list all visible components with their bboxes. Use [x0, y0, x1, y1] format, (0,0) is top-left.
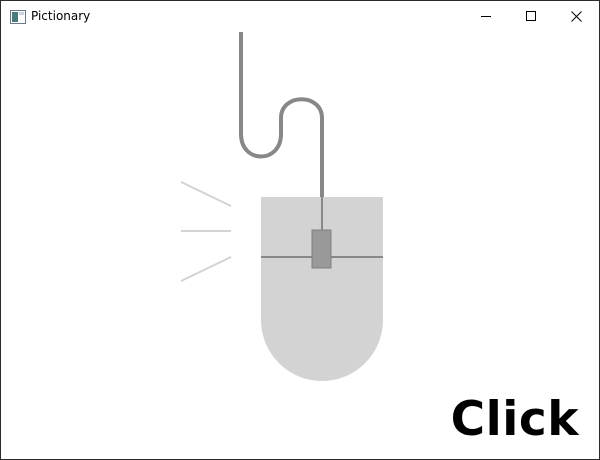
maximize-icon: [526, 11, 536, 21]
drawing-canvas: Click: [1, 31, 599, 459]
click-line-bottom: [180, 256, 232, 282]
close-button[interactable]: [553, 1, 599, 31]
mouse-icon: [261, 197, 383, 381]
window-title: Pictionary: [31, 9, 91, 23]
app-window-icon: [10, 9, 26, 24]
scroll-wheel: [311, 229, 332, 269]
minimize-button[interactable]: [463, 1, 509, 31]
mouse-cord: [239, 32, 324, 197]
guess-word: Click: [450, 392, 579, 447]
mouse-illustration: [180, 32, 383, 381]
title-bar[interactable]: Pictionary: [1, 1, 599, 31]
maximize-button[interactable]: [508, 1, 554, 31]
click-line-top: [180, 181, 232, 207]
close-icon: [570, 10, 582, 22]
minimize-icon: [481, 16, 491, 17]
